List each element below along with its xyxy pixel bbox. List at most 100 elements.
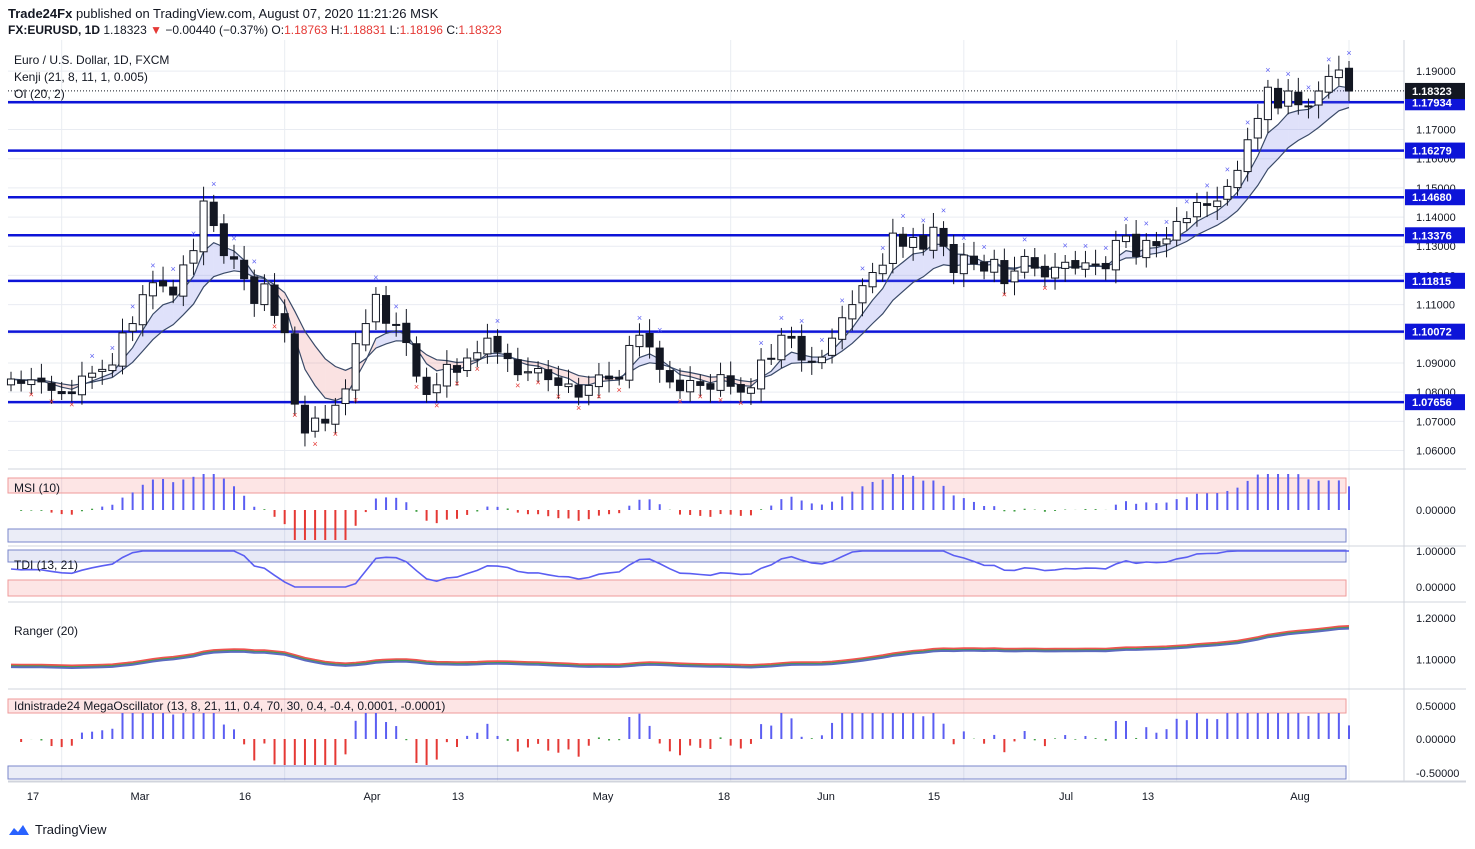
signal-cross: × — [596, 391, 601, 401]
candle-body — [1243, 139, 1252, 173]
signal-cross: × — [617, 385, 622, 395]
signal-cross: × — [1042, 283, 1047, 293]
signal-cross: × — [961, 233, 966, 243]
candle-body — [1050, 266, 1060, 279]
signal-cross: × — [677, 397, 682, 407]
signal-cross: × — [921, 215, 926, 225]
signal-cross: × — [637, 313, 642, 323]
candle-body — [990, 258, 999, 273]
candle-body — [564, 383, 573, 388]
signal-cross: × — [698, 391, 703, 401]
candle-body — [1294, 91, 1303, 106]
open-label: O: — [271, 23, 285, 37]
tradingview-logo-icon — [9, 824, 29, 835]
signal-cross: × — [1123, 214, 1128, 224]
time-axis[interactable]: 17 Mar 16 Apr 13 May 18 Jun 15 Jul 13 Aug — [27, 791, 1310, 803]
candle-body — [1233, 169, 1242, 189]
cloud-segment — [132, 329, 143, 363]
tdi-tick: 0.00000 — [1416, 582, 1456, 594]
candle-body — [229, 256, 239, 260]
candle-body — [1162, 238, 1171, 245]
candle-body — [412, 343, 421, 377]
tradingview-footer[interactable]: TradingView — [8, 822, 107, 837]
signal-cross: × — [1204, 180, 1209, 190]
candle-body — [574, 384, 583, 398]
x-tick-label: 16 — [239, 791, 251, 803]
x-tick-label: Mar — [131, 791, 150, 803]
msi-tick: 0.00000 — [1416, 505, 1456, 517]
level-tag — [1405, 272, 1465, 289]
y-tick-label: 1.19000 — [1416, 66, 1456, 78]
cloud-segment — [315, 345, 326, 399]
candle-body — [219, 223, 228, 257]
candle-body — [199, 200, 208, 253]
candle-body — [179, 264, 188, 297]
x-tick-label: Jul — [1059, 791, 1073, 803]
candle-body — [138, 294, 147, 326]
candle-body — [1020, 255, 1029, 273]
candle-body — [1324, 75, 1333, 93]
ranger-band — [10, 625, 1350, 666]
candle-body — [929, 226, 938, 251]
high-label: H: — [330, 23, 343, 37]
cloud-segment — [1298, 109, 1309, 141]
candle-body — [1213, 200, 1222, 208]
signal-cross: × — [394, 301, 399, 311]
x-tick-label: Apr — [363, 791, 380, 803]
signal-cross: × — [758, 338, 763, 348]
oi-legend: OI (20, 2) — [14, 87, 65, 101]
published-text: published on TradingView.com, August 07,… — [75, 6, 439, 21]
signal-cross: × — [495, 316, 500, 326]
last-price: 1.18323 — [103, 23, 147, 37]
candle-body — [381, 295, 391, 324]
candle-body — [483, 337, 492, 355]
signal-cross: × — [1306, 83, 1311, 93]
candle-body — [1071, 260, 1080, 269]
tradingview-brand: TradingView — [35, 822, 107, 837]
candle-body — [341, 388, 350, 405]
signal-cross: × — [333, 429, 338, 439]
candle-body — [736, 384, 745, 393]
signal-cross: × — [272, 321, 277, 331]
cloud-segment — [1338, 86, 1349, 111]
close-value: 1.18323 — [458, 23, 502, 37]
candle-body — [1061, 261, 1070, 269]
candle-body — [321, 418, 330, 424]
candle-body — [37, 377, 46, 383]
chart-canvas[interactable]: × × × × × × × × × × × × × × × × × × × × × × × × × × × × × × × × × × × × × × × ×… — [0, 40, 1475, 820]
signal-cross: × — [1002, 290, 1007, 300]
candle-body — [1010, 270, 1019, 283]
signal-cross: × — [556, 391, 561, 401]
signal-cross: × — [353, 395, 358, 405]
signal-cross: × — [171, 264, 176, 274]
signal-cross: × — [880, 243, 885, 253]
candle-body — [848, 304, 857, 320]
signal-cross: × — [211, 179, 216, 189]
cloud-segment — [173, 289, 184, 325]
mega-legend: Idnistrade24 MegaOscillator (13, 8, 21, … — [14, 699, 445, 713]
candle-body — [584, 384, 593, 396]
open-value: 1.18763 — [284, 23, 328, 37]
candle-body — [534, 368, 543, 374]
signal-cross: × — [738, 398, 743, 408]
candle-body — [432, 384, 441, 394]
candle-body — [807, 360, 816, 363]
candle-body — [1314, 90, 1323, 106]
cloud-segment — [923, 243, 934, 277]
publisher-name[interactable]: Trade24Fx — [8, 6, 73, 21]
signal-cross: × — [1164, 217, 1169, 227]
signal-cross: × — [130, 302, 135, 312]
cloud-segment — [163, 301, 174, 331]
candle-body — [858, 285, 867, 304]
price-axis[interactable]: 1.190001.180001.170001.160001.150001.140… — [1405, 66, 1465, 780]
kenji-legend: Kenji (21, 8, 11, 1, 0.005) — [14, 70, 148, 84]
candle-body — [1304, 105, 1313, 108]
signal-cross: × — [900, 211, 905, 221]
candle-body — [503, 352, 512, 360]
indicator-legends: Euro / U.S. Dollar, 1D, FXCM Kenji (21, … — [14, 53, 445, 713]
cloud-segment — [1207, 211, 1218, 231]
x-tick-label: Jun — [817, 791, 835, 803]
cloud-segment — [578, 375, 589, 385]
candle-body — [1223, 185, 1232, 200]
candle-body — [1000, 260, 1009, 285]
